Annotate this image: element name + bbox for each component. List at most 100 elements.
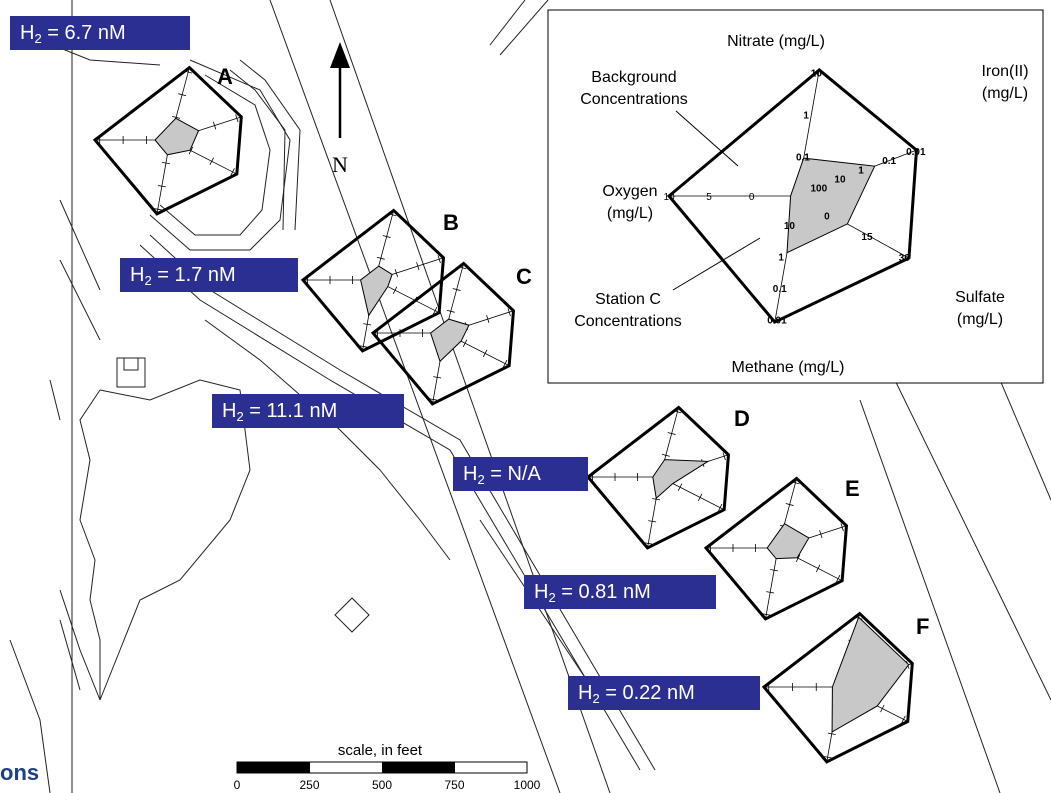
scale-segment-1 xyxy=(237,762,310,773)
station-a-tick xyxy=(172,115,181,119)
station-a-h2-label: H2 = 6.7 nM xyxy=(10,16,190,50)
station-f-diagram xyxy=(761,611,914,764)
station-e-tick xyxy=(766,591,775,594)
station-c-h2-label: H2 = 11.1 nM xyxy=(212,394,404,428)
legend-axis-tick-label: 0.01 xyxy=(767,316,787,327)
station-a-tick xyxy=(235,114,239,123)
legend-axis-tick-label: 10 xyxy=(811,68,823,79)
legend-station-polygon xyxy=(786,157,876,254)
station-f-station-polygon xyxy=(831,616,910,733)
map-linework xyxy=(9,0,1051,793)
station-a-tick xyxy=(153,208,162,211)
legend-axis-tick-label: 30 xyxy=(899,253,911,264)
station-f-tick xyxy=(823,756,832,759)
station-c-tick xyxy=(502,359,508,368)
station-b-tick xyxy=(359,345,368,348)
station-e-tick xyxy=(819,530,823,539)
legend-station-label-2: Concentrations xyxy=(574,313,682,330)
station-f-h2-label: H2 = 0.22 nM xyxy=(568,676,760,710)
station-d-h2-label: H2 = N/A xyxy=(453,457,588,491)
legend-background-label-1: Background xyxy=(591,69,676,86)
station-c-tick xyxy=(446,309,455,313)
legend-axis-tick-label: 0.01 xyxy=(906,147,926,158)
legend-oxygen-label-1: Oxygen xyxy=(602,183,657,200)
station-b-letter: B xyxy=(443,210,459,235)
scale-tick-label: 500 xyxy=(372,778,392,792)
legend-background-polygon xyxy=(666,67,919,324)
legend-sulfate-label-1: Sulfate xyxy=(955,289,1005,306)
legend-axis-tick-label: 1 xyxy=(778,253,784,264)
station-a-tick xyxy=(209,157,214,166)
legend-inset: 10 1 0.1 0.01 0.1 1 10 100 30 15 0 0.01 0.1 1 10 10 5 0 N… xyxy=(547,9,1044,384)
station-a-tick xyxy=(230,168,235,176)
station-c-tick xyxy=(486,315,490,324)
legend-nitrate-label: Nitrate (mg/L) xyxy=(727,33,825,50)
station-d-tick xyxy=(644,542,653,545)
scale-segment-3 xyxy=(382,762,455,773)
legend-iron-label-2: (mg/L) xyxy=(982,85,1028,102)
station-e-tick xyxy=(762,613,771,616)
legend-axis-tick-label: 10 xyxy=(834,175,846,186)
legend-axis-tick-label: 0.1 xyxy=(796,153,810,164)
brand-text: ons xyxy=(0,760,40,785)
station-b-tick xyxy=(376,256,385,260)
scale-tick-label: 250 xyxy=(299,778,319,792)
station-f-tick xyxy=(880,704,885,713)
station-a-background-polygon xyxy=(92,65,243,216)
station-e-background-polygon xyxy=(703,476,849,621)
station-f-tick xyxy=(901,715,906,724)
station-b-tick xyxy=(394,269,399,277)
station-b-tick xyxy=(432,306,438,315)
station-d-tick xyxy=(661,453,670,457)
station-c-tick xyxy=(507,308,511,317)
station-c-background-polygon xyxy=(370,261,516,406)
legend-axis-tick-label: 5 xyxy=(706,192,712,203)
station-b-diagram xyxy=(300,208,446,353)
station-c-tick xyxy=(429,398,438,401)
station-b-tick xyxy=(416,262,420,271)
legend-iron-label-1: Iron(II) xyxy=(981,63,1028,80)
station-c-tick xyxy=(452,288,461,291)
station-c-tick xyxy=(482,349,488,358)
station-d-tick xyxy=(667,432,676,435)
legend-axis-tick-label: 0 xyxy=(749,192,755,203)
scale-tick-label: 750 xyxy=(444,778,464,792)
station-e-letter: E xyxy=(845,476,860,501)
station-d-letter: D xyxy=(734,406,750,431)
legend-axis-tick-label: 1 xyxy=(803,110,809,121)
legend-axis-tick-label: 1 xyxy=(858,165,864,176)
station-d-background-polygon xyxy=(585,405,731,550)
legend-axis-tick-label: 100 xyxy=(811,184,828,195)
station-e-spoke xyxy=(765,547,779,619)
station-e-h2-label: H2 = 0.81 nM xyxy=(524,575,716,609)
legend-axis-tick-label: 0.1 xyxy=(882,156,896,167)
station-d-station-polygon xyxy=(652,459,710,500)
legend-background-label-2: Concentrations xyxy=(580,91,688,108)
station-c-letter: C xyxy=(516,264,532,289)
legend-methane-label: Methane (mg/L) xyxy=(732,359,845,376)
station-a-diagram xyxy=(92,65,243,216)
station-b-tick xyxy=(392,286,398,294)
scale-title: scale, in feet xyxy=(338,742,423,759)
station-b-tick xyxy=(437,255,441,264)
station-diagrams xyxy=(92,65,914,764)
station-e-tick xyxy=(840,523,844,532)
station-d-tick xyxy=(652,498,661,501)
station-e-station-polygon xyxy=(766,522,810,560)
legend-radar: 10 1 0.1 0.01 0.1 1 10 100 30 15 0 0.01 0.1 1 10 10 5 0 xyxy=(664,67,926,327)
station-b-h2-label: H2 = 1.7 nM xyxy=(120,258,298,292)
background-leader-line xyxy=(675,110,739,167)
station-f-letter: F xyxy=(916,614,930,639)
scale-tick-label: 0 xyxy=(234,778,241,792)
station-e-diagram xyxy=(703,476,849,621)
scale-ticks: 0 250 500 750 1000 xyxy=(234,778,541,792)
legend-oxygen-label-2: (mg/L) xyxy=(607,205,653,222)
station-b-tick xyxy=(363,323,372,326)
north-arrow: N xyxy=(330,42,350,177)
station-d-tick xyxy=(717,503,723,512)
station-c-station-polygon xyxy=(430,318,470,363)
station-e-tick xyxy=(785,503,794,506)
station-b-background-polygon xyxy=(300,208,446,353)
station-d-tick xyxy=(648,520,657,523)
